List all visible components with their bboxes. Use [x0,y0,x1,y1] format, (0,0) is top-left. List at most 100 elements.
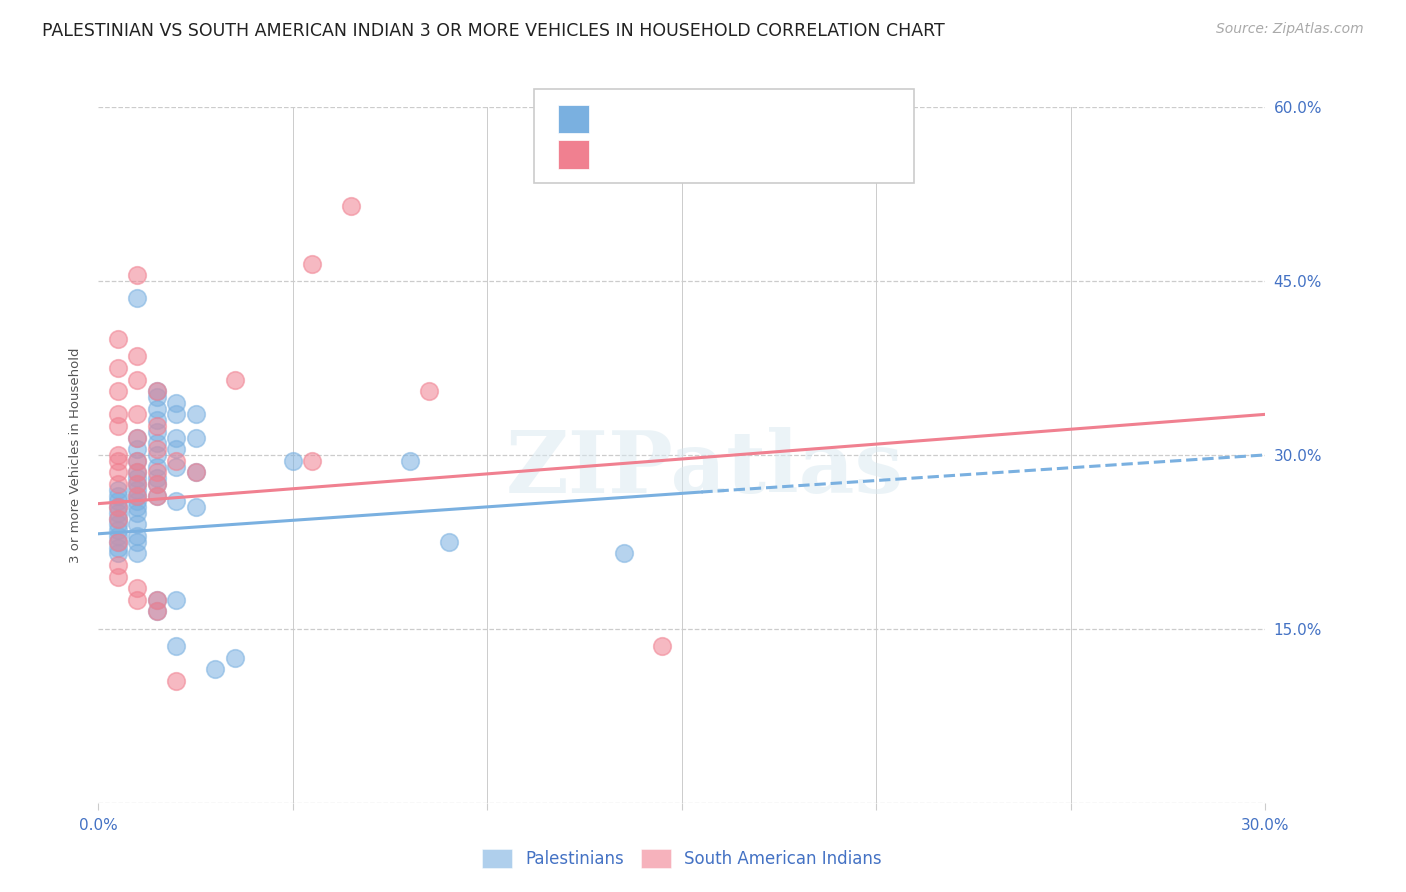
Point [127,476,149,491]
Point [146,459,169,474]
Point [107,534,129,549]
Point [127,500,149,514]
Point [127,529,149,543]
Point [165,407,187,421]
Point [146,476,169,491]
Point [127,483,149,497]
Point [107,517,129,532]
Text: R = 0.102   N = 63: R = 0.102 N = 63 [606,110,776,128]
Point [146,448,169,462]
Point [184,500,207,514]
Point [107,483,129,497]
Point [127,442,149,456]
Point [224,651,246,665]
Point [127,534,149,549]
Point [107,523,129,537]
Point [146,466,169,480]
Point [107,534,129,549]
Point [127,489,149,503]
Point [651,639,673,653]
Text: R = 0.148   N = 42: R = 0.148 N = 42 [606,145,776,163]
Point [127,453,149,467]
Point [127,268,149,282]
Point [107,360,129,375]
Point [165,453,187,467]
Legend: Palestinians, South American Indians: Palestinians, South American Indians [475,842,889,874]
Point [107,546,129,561]
Point [107,476,129,491]
Point [301,453,323,467]
Point [146,436,169,450]
Point [107,418,129,433]
Point [127,489,149,503]
Point [107,466,129,480]
Point [127,407,149,421]
Text: ZIPatlas: ZIPatlas [506,427,904,511]
Point [146,442,169,456]
Point [127,453,149,467]
Point [146,384,169,398]
Point [107,511,129,525]
Point [165,396,187,410]
Point [165,442,187,456]
Point [204,662,226,676]
Point [146,592,169,607]
Point [184,466,207,480]
Point [146,390,169,404]
Point [107,407,129,421]
Point [107,332,129,346]
Point [613,546,636,561]
Point [146,418,169,433]
Point [146,605,169,619]
Point [127,430,149,444]
Point [184,430,207,444]
Y-axis label: 3 or more Vehicles in Household: 3 or more Vehicles in Household [69,347,83,563]
Point [127,349,149,364]
Point [107,494,129,508]
Point [107,541,129,555]
Point [107,448,129,462]
Point [107,384,129,398]
Point [107,511,129,525]
Point [127,291,149,305]
Point [165,459,187,474]
Point [165,592,187,607]
Point [165,430,187,444]
Point [107,558,129,573]
Point [224,373,246,387]
Point [127,471,149,485]
Point [146,425,169,439]
Point [146,471,169,485]
Point [146,605,169,619]
Point [437,534,460,549]
Point [146,489,169,503]
Text: PALESTINIAN VS SOUTH AMERICAN INDIAN 3 OR MORE VEHICLES IN HOUSEHOLD CORRELATION: PALESTINIAN VS SOUTH AMERICAN INDIAN 3 O… [42,22,945,40]
Point [146,401,169,416]
Point [127,494,149,508]
Point [340,198,363,212]
Point [146,476,169,491]
Text: Source: ZipAtlas.com: Source: ZipAtlas.com [1216,22,1364,37]
Point [301,256,323,270]
Point [165,494,187,508]
Point [146,489,169,503]
Point [107,500,129,514]
Point [127,466,149,480]
Point [146,384,169,398]
Point [107,453,129,467]
Point [418,384,440,398]
Point [127,517,149,532]
Point [165,674,187,689]
Point [107,500,129,514]
Point [127,476,149,491]
Point [127,506,149,520]
Point [127,373,149,387]
Point [184,407,207,421]
Point [107,506,129,520]
Point [281,453,304,467]
Point [398,453,420,467]
Point [127,430,149,444]
Point [107,569,129,583]
Point [107,489,129,503]
Point [107,529,129,543]
